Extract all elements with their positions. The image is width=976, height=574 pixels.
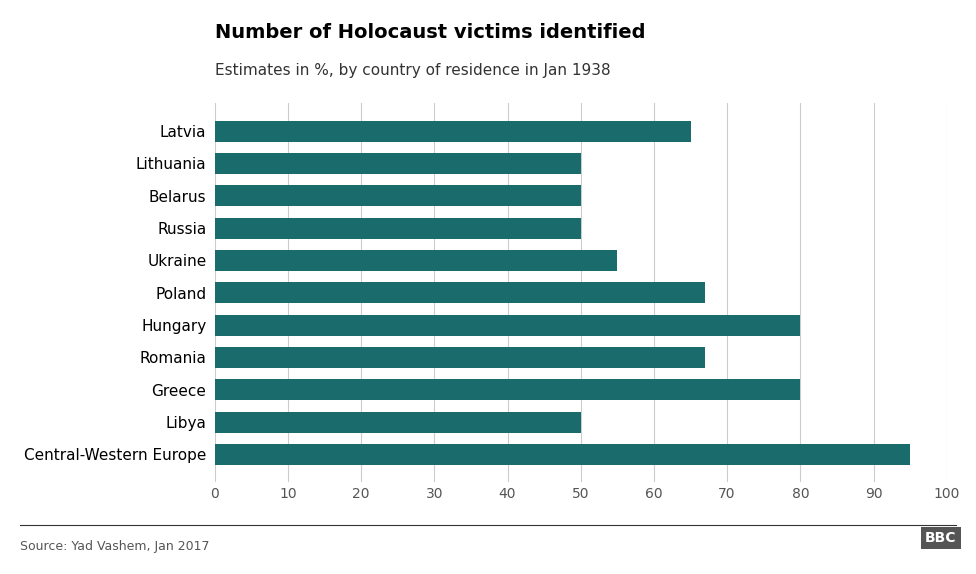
Bar bbox=[215, 218, 581, 239]
Bar bbox=[215, 347, 705, 368]
Bar bbox=[215, 379, 800, 400]
Text: BBC: BBC bbox=[925, 531, 956, 545]
Bar bbox=[215, 315, 800, 336]
Bar bbox=[215, 250, 618, 271]
Bar bbox=[215, 153, 581, 174]
Bar bbox=[215, 121, 691, 142]
Bar bbox=[215, 412, 581, 433]
Text: Estimates in %, by country of residence in Jan 1938: Estimates in %, by country of residence … bbox=[215, 63, 610, 78]
Text: Number of Holocaust victims identified: Number of Holocaust victims identified bbox=[215, 23, 645, 42]
Bar bbox=[215, 282, 705, 303]
Bar bbox=[215, 444, 911, 465]
Bar bbox=[215, 185, 581, 206]
Text: Source: Yad Vashem, Jan 2017: Source: Yad Vashem, Jan 2017 bbox=[20, 540, 209, 553]
